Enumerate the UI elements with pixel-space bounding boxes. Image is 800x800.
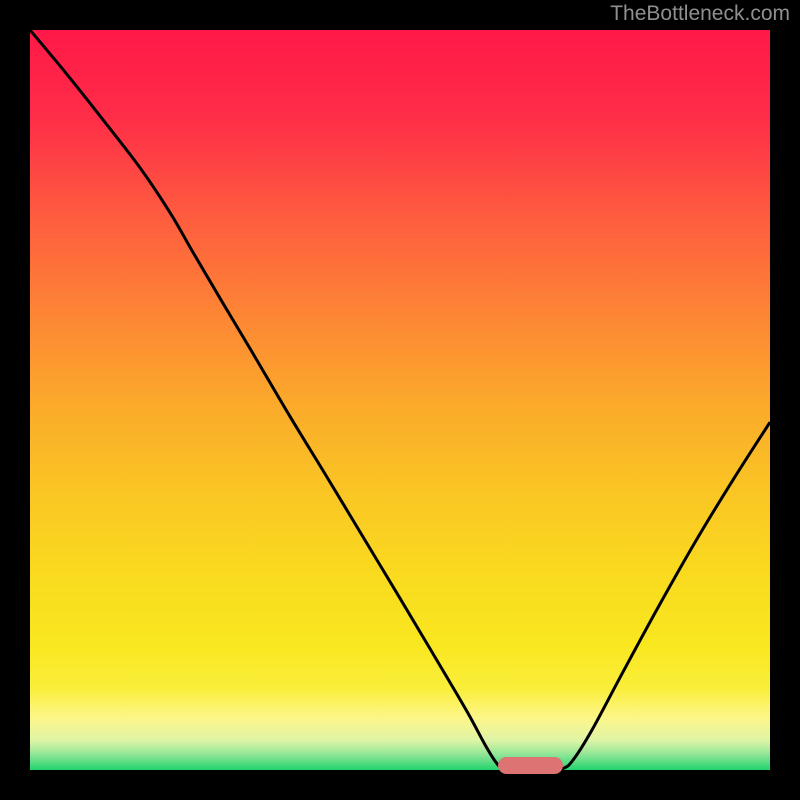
watermark-text: TheBottleneck.com: [610, 2, 790, 26]
bottleneck-curve: [30, 30, 770, 770]
optimal-range-marker: [498, 757, 562, 774]
plot-area: [30, 30, 770, 770]
